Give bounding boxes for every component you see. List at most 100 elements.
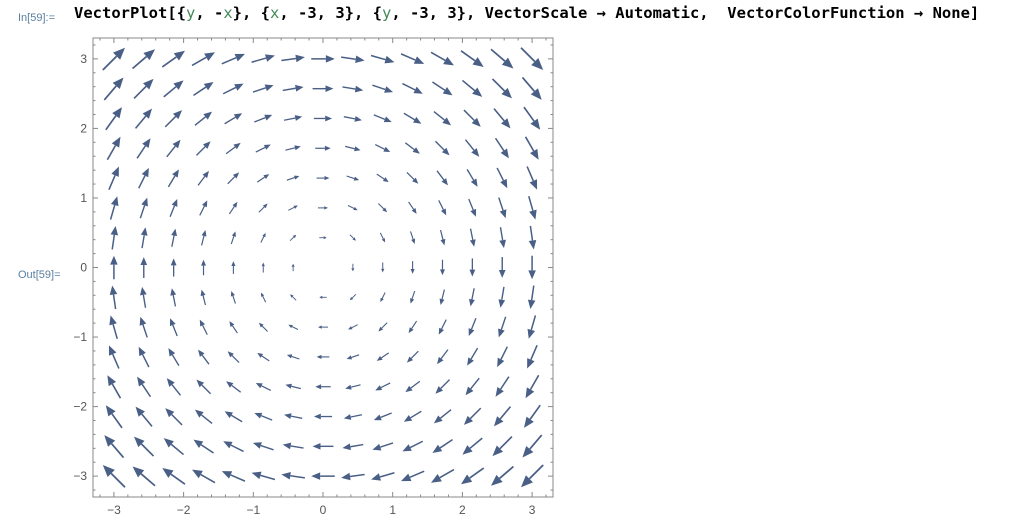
- vector-arrow-head: [462, 445, 473, 455]
- vector-arrow-shaft: [202, 295, 207, 306]
- vector-arrow-head: [529, 179, 538, 190]
- vector-arrow-head: [373, 414, 382, 421]
- vector-arrow-shaft: [292, 296, 297, 301]
- y-tick-label: 3: [80, 52, 87, 66]
- vector-arrow-shaft: [200, 473, 216, 484]
- vector-arrow-head: [142, 138, 151, 149]
- vector-arrow-shaft: [490, 48, 506, 62]
- vector-arrow-head: [110, 196, 119, 207]
- input-cell[interactable]: VectorPlot[{y, -x}, {x, -3, 3}, {y, -3, …: [74, 2, 979, 24]
- vector-arrow-shaft: [373, 114, 386, 120]
- vector-arrow-shaft: [200, 444, 214, 454]
- vector-arrow-shaft: [141, 413, 153, 427]
- vector-arrow-head: [171, 228, 177, 237]
- vector-arrow-head: [469, 298, 475, 307]
- vector-arrow-head: [200, 289, 206, 297]
- vector-arrow-head: [441, 178, 448, 186]
- vector-arrow-head: [143, 49, 155, 61]
- vector-arrow-shaft: [342, 86, 356, 90]
- vector-arrow-head: [343, 414, 352, 420]
- vector-arrow-head: [441, 147, 450, 156]
- y-tick-label: −2: [73, 400, 87, 414]
- vector-arrow-head: [527, 299, 536, 310]
- x-tick-label: 1: [389, 503, 396, 517]
- vector-arrow-head: [234, 83, 244, 91]
- vector-arrow-shaft: [380, 412, 392, 419]
- vector-arrow-head: [139, 316, 147, 326]
- vector-arrow-shaft: [439, 229, 444, 240]
- vector-arrow-shaft: [111, 234, 116, 250]
- vector-arrow-head: [255, 382, 263, 389]
- vector-arrow-shaft: [411, 320, 418, 329]
- vector-arrow-shaft: [167, 175, 176, 188]
- vector-arrow-shaft: [134, 115, 147, 129]
- vector-arrow-shaft: [254, 116, 266, 123]
- vector-arrow-shaft: [161, 56, 177, 68]
- vector-arrow-head: [226, 381, 234, 388]
- vector-arrow-head: [317, 325, 322, 329]
- vector-arrow-head: [348, 326, 353, 330]
- vector-arrow-head: [523, 416, 534, 428]
- vector-arrow-shaft: [351, 324, 358, 329]
- vector-arrow-shaft: [529, 374, 540, 390]
- vector-arrow-head: [323, 236, 327, 240]
- vector-arrow-head: [165, 408, 175, 418]
- vector-arrow-head: [439, 298, 445, 305]
- vector-arrow-head: [443, 56, 454, 66]
- x-tick-label: 2: [459, 503, 466, 517]
- vector-arrow-shaft: [372, 84, 386, 91]
- vector-arrow-head: [440, 238, 446, 246]
- vector-arrow-shaft: [441, 289, 445, 300]
- vector-arrow-shaft: [404, 142, 415, 151]
- vector-arrow-shaft: [194, 116, 207, 126]
- vector-arrow-shaft: [112, 324, 118, 340]
- vector-arrow-shaft: [380, 382, 391, 389]
- vector-arrow-head: [498, 328, 505, 338]
- vector-arrow-head: [293, 175, 300, 180]
- vector-arrow-head: [263, 174, 270, 180]
- vector-arrow-head: [372, 443, 382, 451]
- vector-arrow-head: [403, 414, 413, 422]
- vector-arrow-head: [141, 167, 149, 178]
- vector-arrow-shaft: [470, 317, 477, 330]
- y-tick-label: −1: [73, 330, 87, 344]
- vector-arrow-head: [290, 294, 294, 298]
- vector-arrow-head: [171, 198, 178, 207]
- vector-arrow-shaft: [491, 78, 506, 92]
- vector-arrow-shaft: [500, 346, 508, 360]
- vector-arrow-shaft: [500, 316, 507, 330]
- vector-arrow-shaft: [195, 146, 206, 156]
- vector-arrow-shaft: [499, 436, 513, 450]
- vector-arrow-shaft: [261, 325, 269, 332]
- vector-arrow-shaft: [286, 177, 295, 181]
- vector-arrow-shaft: [351, 354, 360, 358]
- vector-arrow-shaft: [439, 409, 452, 419]
- vector-arrow-head: [501, 118, 511, 129]
- vector-arrow-shaft: [460, 50, 476, 62]
- vector-plot[interactable]: −3 −2 −1 0 1 2 3 −3 −2 −1 0 1 2 3: [60, 30, 560, 520]
- output-label: Out[59]=: [18, 269, 61, 281]
- vector-arrow-shaft: [374, 143, 385, 150]
- vector-arrow-head: [470, 208, 477, 217]
- vector-arrow-shaft: [521, 76, 536, 92]
- vector-arrow-head: [173, 50, 185, 61]
- vector-arrow-shaft: [498, 465, 514, 480]
- vector-arrow-head: [354, 116, 362, 122]
- vector-arrow-head: [257, 352, 264, 358]
- vector-arrow-shaft: [201, 235, 205, 246]
- vector-arrow-shaft: [466, 168, 475, 181]
- input-token: , -: [195, 4, 224, 22]
- vector-arrow-shaft: [436, 170, 445, 181]
- vector-arrow-head: [109, 285, 118, 296]
- vector-arrow-shaft: [381, 322, 388, 329]
- vector-arrow-head: [383, 116, 392, 123]
- vector-arrow-head: [108, 345, 117, 356]
- vector-arrow-head: [140, 257, 148, 265]
- vector-arrow-head: [440, 208, 447, 216]
- vector-arrow-shaft: [172, 295, 177, 307]
- vector-arrow-head: [355, 55, 365, 64]
- vector-arrow-shaft: [409, 440, 424, 449]
- vector-arrow-shaft: [410, 350, 419, 359]
- vector-arrow-head: [522, 445, 534, 458]
- vector-arrow-head: [530, 88, 542, 100]
